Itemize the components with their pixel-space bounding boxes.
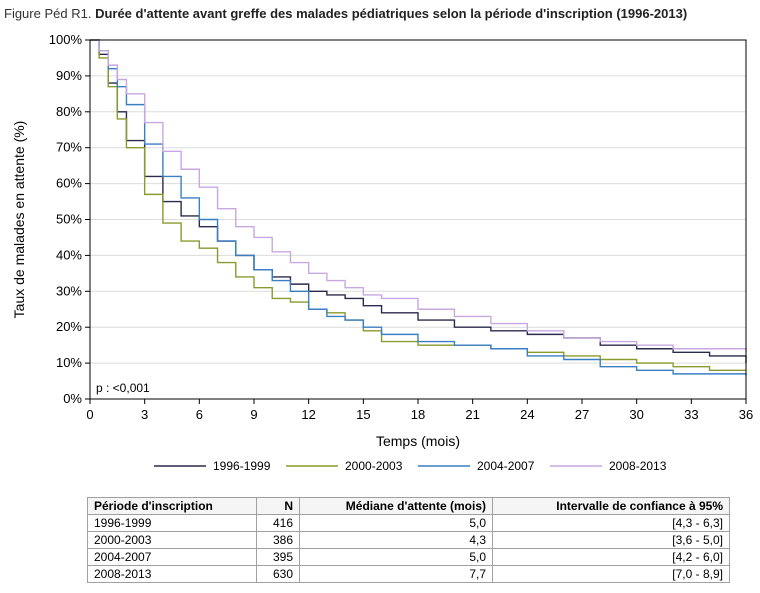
y-tick-label: 50% (56, 212, 82, 227)
p-value-annotation: p : <0,001 (96, 381, 150, 395)
cell-period: 2008-2013 (87, 565, 257, 583)
table-row: 2004-2007 395 5,0 [4,2 - 6,0] (87, 548, 730, 566)
cell-ci: [4,2 - 6,0] (492, 548, 730, 566)
x-tick-label: 18 (411, 407, 425, 422)
legend-label: 1996-1999 (213, 459, 271, 473)
legend-label: 2004-2007 (477, 459, 535, 473)
y-tick-label: 20% (56, 319, 82, 334)
cell-n: 416 (256, 514, 300, 532)
y-tick-label: 40% (56, 247, 82, 262)
x-tick-label: 36 (739, 407, 753, 422)
y-axis-ticks: 0% 10% 20% 30% 40% 50% 60% 70% 80% 90% 100% (49, 32, 90, 406)
table-row: 2000-2003 386 4,3 [3,6 - 5,0] (87, 531, 730, 549)
x-axis-label: Temps (mois) (376, 433, 460, 449)
x-tick-label: 27 (575, 407, 589, 422)
header-ci: Intervalle de confiance à 95% (492, 497, 730, 515)
median-table-container: Période d'inscription N Médiane d'attent… (87, 497, 730, 583)
y-tick-label: 80% (56, 104, 82, 119)
cell-period: 2000-2003 (87, 531, 257, 549)
series-line-2004-2007 (90, 39, 747, 376)
x-tick-label: 33 (684, 407, 698, 422)
cell-period: 1996-1999 (87, 514, 257, 532)
cell-median: 4,3 (299, 531, 493, 549)
cell-period: 2004-2007 (87, 548, 257, 566)
x-tick-label: 6 (196, 407, 203, 422)
cell-n: 630 (256, 565, 300, 583)
figure-label: Figure Péd R1. (4, 6, 92, 21)
x-tick-label: 0 (86, 407, 93, 422)
x-tick-label: 12 (301, 407, 315, 422)
y-tick-label: 60% (56, 176, 82, 191)
x-tick-label: 9 (250, 407, 257, 422)
y-tick-label: 90% (56, 68, 82, 83)
y-tick-label: 0% (63, 391, 82, 406)
cell-median: 7,7 (299, 565, 493, 583)
legend-item: 2004-2007 (418, 459, 535, 473)
y-tick-label: 10% (56, 355, 82, 370)
series-line-2008-2013 (90, 39, 747, 353)
cell-n: 395 (256, 548, 300, 566)
series-lines (90, 39, 747, 376)
table-header-row: Période d'inscription N Médiane d'attent… (87, 497, 730, 515)
survival-chart: 0%10%20%30%40%50%60%70%80%90%100% 0 3 6 9 12… (11, 32, 753, 473)
legend-label: 2000-2003 (345, 459, 403, 473)
figure-title-text: Durée d'attente avant greffe des malades… (95, 6, 688, 21)
cell-ci: [3,6 - 5,0] (492, 531, 730, 549)
figure-title: Figure Péd R1. Durée d'attente avant gre… (4, 6, 687, 21)
table-row: 1996-1999 416 5,0 [4,3 - 6,3] (87, 514, 730, 532)
header-n: N (256, 497, 300, 515)
cell-ci: [7,0 - 8,9] (492, 565, 730, 583)
y-axis-label: Taux de malades en attente (%) (11, 121, 27, 319)
table-row: 2008-2013 630 7,7 [7,0 - 8,9] (87, 565, 730, 583)
cell-median: 5,0 (299, 548, 493, 566)
x-axis-ticks: 0 3 6 9 12 15 18 21 24 27 30 33 36 (86, 399, 753, 422)
x-tick-label: 15 (356, 407, 370, 422)
cell-n: 386 (256, 531, 300, 549)
x-tick-label: 21 (465, 407, 479, 422)
x-tick-label: 30 (629, 407, 643, 422)
legend-item: 1996-1999 (154, 459, 271, 473)
y-tick-label: 100% (49, 32, 83, 47)
y-tick-label: 30% (56, 283, 82, 298)
median-wait-table: Période d'inscription N Médiane d'attent… (87, 497, 730, 583)
header-period: Période d'inscription (87, 497, 257, 515)
legend-item: 2000-2003 (286, 459, 403, 473)
legend: 1996-1999 2000-2003 2004-2007 2008-2013 (154, 459, 667, 473)
header-median: Médiane d'attente (mois) (299, 497, 493, 515)
cell-median: 5,0 (299, 514, 493, 532)
legend-item: 2008-2013 (550, 459, 667, 473)
x-tick-label: 24 (520, 407, 534, 422)
legend-label: 2008-2013 (609, 459, 667, 473)
y-tick-label: 70% (56, 140, 82, 155)
series-line-1996-1999 (90, 39, 747, 364)
x-tick-label: 3 (141, 407, 148, 422)
series-line-2000-2003 (90, 39, 746, 371)
cell-ci: [4,3 - 6,3] (492, 514, 730, 532)
